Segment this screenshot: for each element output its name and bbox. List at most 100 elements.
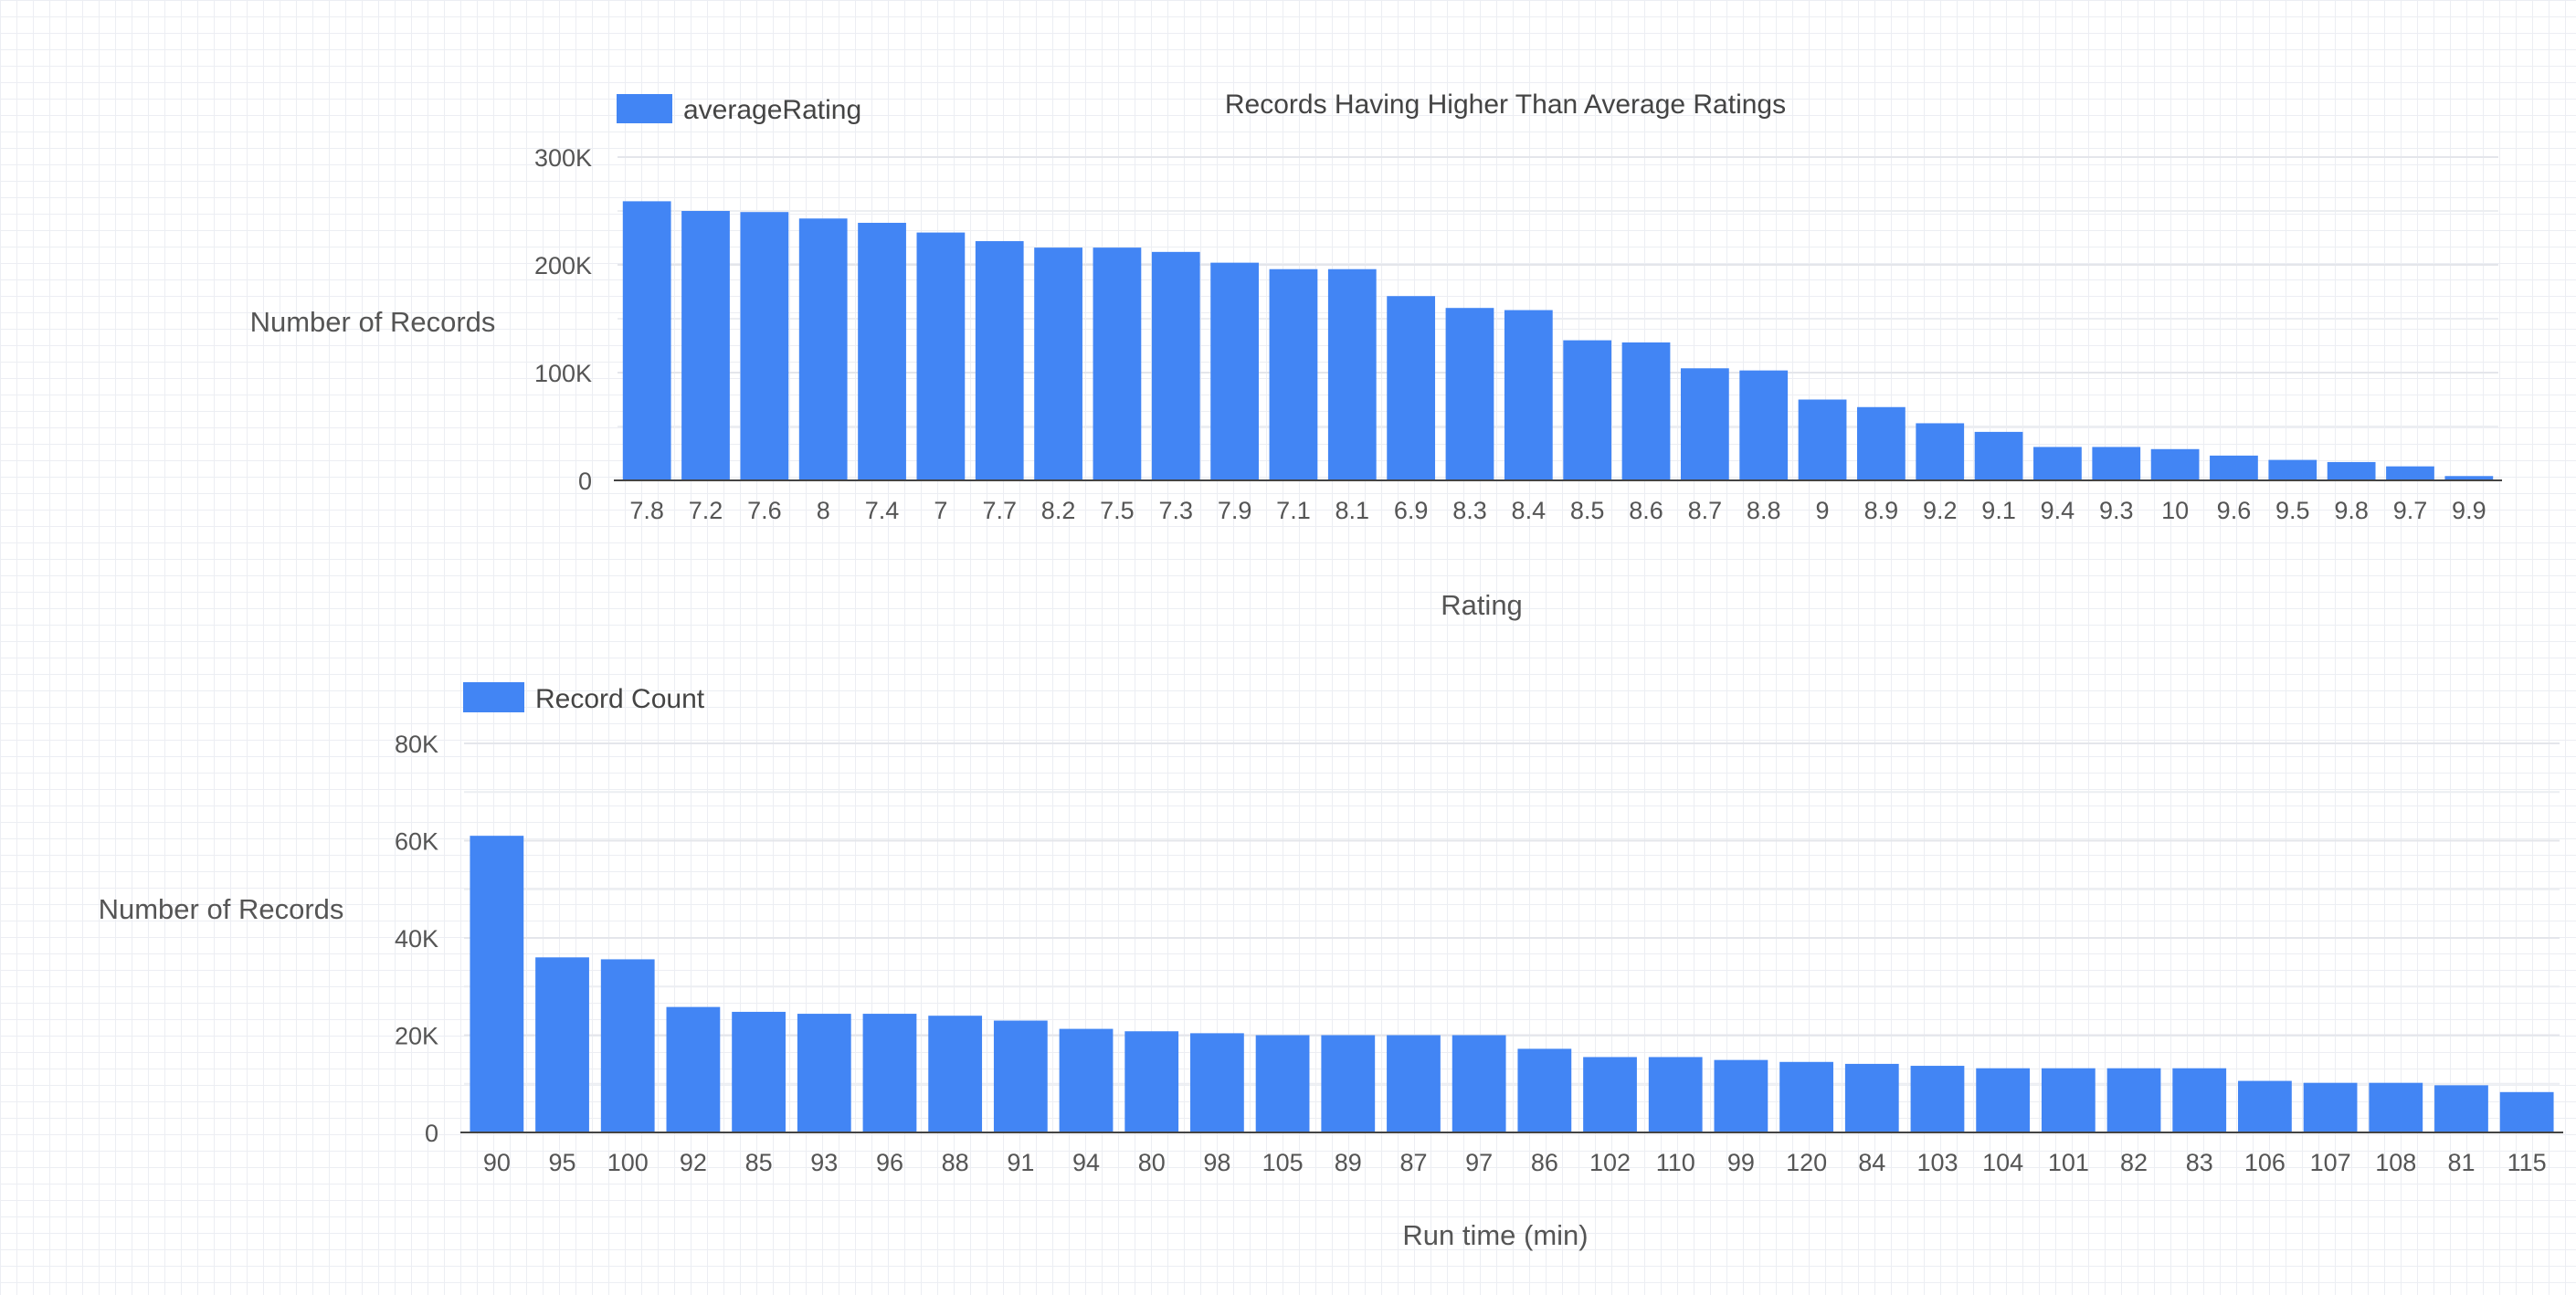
bar[interactable]: [681, 211, 730, 480]
x-tick-label: 93: [810, 1149, 838, 1176]
x-tick-label: 82: [2120, 1149, 2148, 1176]
x-tick-label: 120: [1786, 1149, 1827, 1176]
x-tick-label: 97: [1465, 1149, 1493, 1176]
x-tick-label: 83: [2186, 1149, 2213, 1176]
bar[interactable]: [1190, 1033, 1244, 1132]
bar[interactable]: [1844, 1063, 1899, 1132]
x-tick-label: 8.4: [1512, 497, 1547, 524]
bar[interactable]: [993, 1020, 1048, 1132]
x-tick-label: 107: [2310, 1149, 2351, 1176]
bar[interactable]: [2268, 459, 2317, 480]
x-tick-label: 86: [1531, 1149, 1558, 1176]
x-tick-label: 8.5: [1570, 497, 1605, 524]
bar[interactable]: [916, 232, 966, 480]
bar[interactable]: [798, 218, 848, 480]
bar[interactable]: [1976, 1068, 2031, 1132]
x-tick-label: 9: [1816, 497, 1830, 524]
bar[interactable]: [1327, 268, 1377, 480]
x-tick-label: 104: [1982, 1149, 2023, 1176]
bar[interactable]: [1504, 310, 1553, 480]
bar[interactable]: [732, 1011, 786, 1132]
bar[interactable]: [1059, 1028, 1114, 1132]
bar[interactable]: [975, 241, 1024, 480]
y-tick-label: 0: [578, 468, 592, 495]
x-tick-label: 85: [745, 1149, 773, 1176]
bar[interactable]: [666, 1006, 721, 1132]
y-tick-label: 20K: [395, 1023, 438, 1050]
bar[interactable]: [2238, 1080, 2292, 1132]
bar[interactable]: [2303, 1082, 2358, 1132]
bar[interactable]: [1916, 423, 1965, 480]
bar[interactable]: [2033, 447, 2082, 480]
bar[interactable]: [1151, 251, 1200, 480]
bar[interactable]: [1255, 1035, 1310, 1133]
bar[interactable]: [2172, 1068, 2227, 1132]
x-tick-label: 9.3: [2099, 497, 2134, 524]
bar[interactable]: [1210, 262, 1259, 480]
bar[interactable]: [1714, 1059, 1768, 1132]
bar[interactable]: [1910, 1066, 1965, 1132]
bar[interactable]: [1452, 1035, 1506, 1133]
bar[interactable]: [1779, 1061, 1833, 1132]
legend-label: Record Count: [535, 684, 705, 714]
bar[interactable]: [1517, 1048, 1572, 1132]
bar[interactable]: [600, 959, 655, 1132]
x-tick-label: 99: [1727, 1149, 1755, 1176]
bar[interactable]: [2210, 455, 2258, 480]
bar[interactable]: [1387, 296, 1436, 480]
x-tick-label: 94: [1072, 1149, 1100, 1176]
bar[interactable]: [1093, 247, 1142, 480]
x-tick-label: 103: [1916, 1149, 1958, 1176]
x-tick-label: 98: [1203, 1149, 1230, 1176]
bar[interactable]: [2499, 1091, 2554, 1132]
bar[interactable]: [1974, 431, 2023, 480]
bar[interactable]: [2444, 476, 2494, 480]
bar[interactable]: [740, 212, 789, 480]
bar[interactable]: [622, 201, 671, 480]
bar[interactable]: [1798, 399, 1847, 481]
bar[interactable]: [1583, 1057, 1637, 1132]
x-tick-label: 115: [2507, 1149, 2547, 1176]
x-tick-label: 8.2: [1041, 497, 1076, 524]
y-axis-title: Number of Records: [99, 893, 344, 925]
bar[interactable]: [1124, 1031, 1179, 1132]
y-tick-label: 0: [425, 1120, 438, 1147]
bar[interactable]: [1387, 1035, 1441, 1133]
bar[interactable]: [2434, 1085, 2488, 1132]
x-tick-label: 110: [1656, 1149, 1695, 1176]
x-tick-label: 105: [1262, 1149, 1304, 1176]
bar[interactable]: [1621, 342, 1671, 480]
x-tick-label: 8.6: [1629, 497, 1663, 524]
bar[interactable]: [2041, 1068, 2096, 1132]
bar[interactable]: [1648, 1057, 1703, 1132]
bar[interactable]: [1269, 268, 1318, 480]
bar[interactable]: [858, 222, 906, 481]
x-tick-label: 7.6: [747, 497, 782, 524]
x-tick-label: 95: [549, 1149, 576, 1176]
bar[interactable]: [535, 957, 589, 1132]
bar[interactable]: [1857, 406, 1906, 480]
bar[interactable]: [862, 1014, 917, 1132]
bar[interactable]: [1563, 340, 1612, 480]
x-tick-label: 7.9: [1218, 497, 1252, 524]
bar[interactable]: [2369, 1082, 2423, 1132]
x-tick-label: 9.1: [1981, 497, 2016, 524]
bar[interactable]: [2092, 447, 2141, 480]
y-tick-label: 40K: [395, 925, 438, 953]
bar[interactable]: [928, 1016, 983, 1132]
bar[interactable]: [1321, 1035, 1376, 1133]
bar[interactable]: [2386, 466, 2434, 480]
x-tick-label: 7.5: [1100, 497, 1135, 524]
bar[interactable]: [1445, 308, 1494, 480]
bar[interactable]: [1034, 247, 1082, 480]
bar[interactable]: [2150, 448, 2200, 480]
bar[interactable]: [1739, 370, 1789, 480]
bar[interactable]: [1680, 368, 1729, 480]
bar[interactable]: [2327, 461, 2376, 480]
bar[interactable]: [470, 836, 524, 1132]
bar[interactable]: [2106, 1068, 2161, 1132]
bar[interactable]: [797, 1014, 851, 1132]
x-tick-label: 91: [1007, 1149, 1034, 1176]
x-tick-label: 9.2: [1923, 497, 1958, 524]
